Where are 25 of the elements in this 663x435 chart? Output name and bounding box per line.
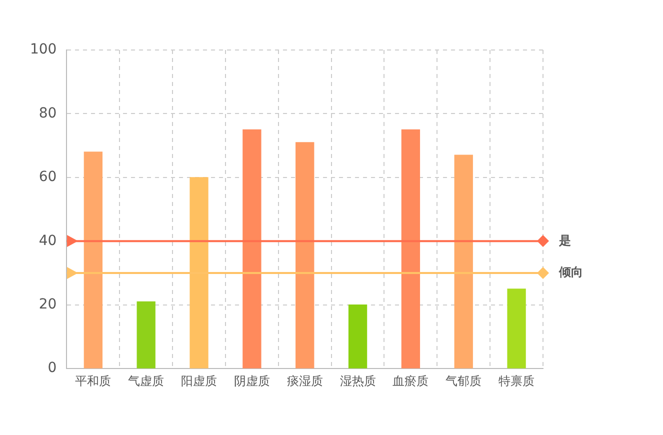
x-tick-label: 阴虚质: [234, 374, 270, 388]
bar: [296, 142, 314, 368]
ref-line-label: 倾向: [558, 265, 583, 280]
y-tick-label: 100: [30, 42, 57, 58]
x-tick-label: 平和质: [75, 374, 112, 388]
x-tick-label: 痰湿质: [286, 374, 323, 388]
x-tick-label: 血瘀质: [392, 374, 429, 388]
y-tick-label: 0: [48, 360, 57, 376]
y-tick-label: 40: [38, 232, 57, 249]
bar: [454, 154, 473, 368]
x-tick-label: 特禀质: [498, 374, 535, 388]
bar: [84, 152, 103, 368]
y-tick-label: 80: [38, 105, 57, 122]
x-tick-label: 气郁质: [446, 374, 482, 388]
x-tick-label: 气虚质: [128, 374, 164, 388]
y-tick-label: 60: [38, 169, 57, 186]
bar: [242, 129, 262, 368]
x-tick-label: 阳虚质: [181, 374, 218, 388]
x-tick-label: 湿热质: [340, 374, 376, 388]
bar: [136, 301, 156, 368]
ref-line-label: 是: [558, 233, 571, 248]
bar: [401, 129, 420, 368]
bar: [348, 304, 368, 368]
y-tick-label: 20: [38, 296, 57, 313]
bar: [507, 288, 526, 368]
